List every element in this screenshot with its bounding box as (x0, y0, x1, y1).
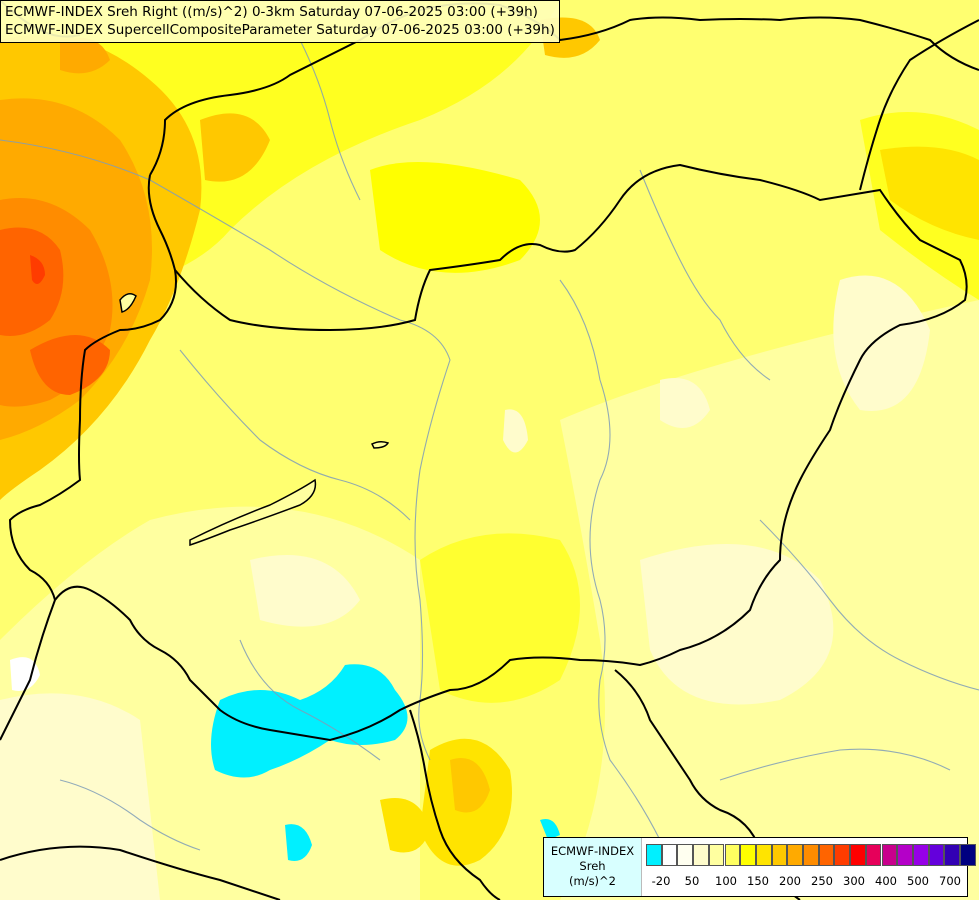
legend-tick-label: 250 (811, 874, 833, 888)
legend-swatch (755, 844, 772, 866)
map-title-scp: ECMWF-INDEX SupercellCompositeParameter … (5, 22, 555, 38)
legend-tick-label: 200 (779, 874, 801, 888)
legend-title-source: ECMWF-INDEX (550, 844, 635, 858)
legend-swatch (787, 844, 803, 866)
legend-tick-label: 100 (715, 874, 737, 888)
legend-swatch (661, 844, 678, 866)
legend-title-unit: (m/s)^2 (569, 874, 616, 888)
legend-swatch (944, 844, 960, 866)
legend-swatch (771, 844, 788, 866)
map-title-sreh: ECMWF-INDEX Sreh Right ((m/s)^2) 0-3km S… (5, 4, 538, 20)
legend-swatch (881, 844, 898, 866)
legend-title: ECMWF-INDEX Sreh (m/s)^2 (544, 838, 642, 896)
legend-tick-label: 150 (747, 874, 769, 888)
legend-swatch (803, 844, 819, 866)
legend-swatch (897, 844, 913, 866)
legend-tick-label: 50 (684, 874, 700, 888)
legend-swatch (960, 844, 976, 866)
legend-tick-label: 400 (875, 874, 897, 888)
legend-title-variable: Sreh (579, 859, 606, 873)
legend-tick-label: -20 (651, 874, 671, 888)
map-title-box: ECMWF-INDEX Sreh Right ((m/s)^2) 0-3km S… (0, 0, 560, 43)
legend-swatch (912, 844, 929, 866)
legend-swatch (693, 844, 709, 866)
legend-swatch (646, 844, 662, 866)
legend-swatch (724, 844, 741, 866)
legend-tick-label: 500 (907, 874, 929, 888)
legend-swatch (834, 844, 851, 866)
legend-tick-label: 700 (939, 874, 961, 888)
legend-swatch (818, 844, 835, 866)
legend-swatch (865, 844, 882, 866)
color-legend: ECMWF-INDEX Sreh (m/s)^2 -20 50 100 150 200 2… (543, 837, 976, 897)
legend-swatch (740, 844, 756, 866)
legend-tick-label: 300 (843, 874, 865, 888)
legend-swatch (677, 844, 694, 866)
legend-swatch (850, 844, 866, 866)
legend-swatch (708, 844, 725, 866)
legend-swatch (928, 844, 945, 866)
